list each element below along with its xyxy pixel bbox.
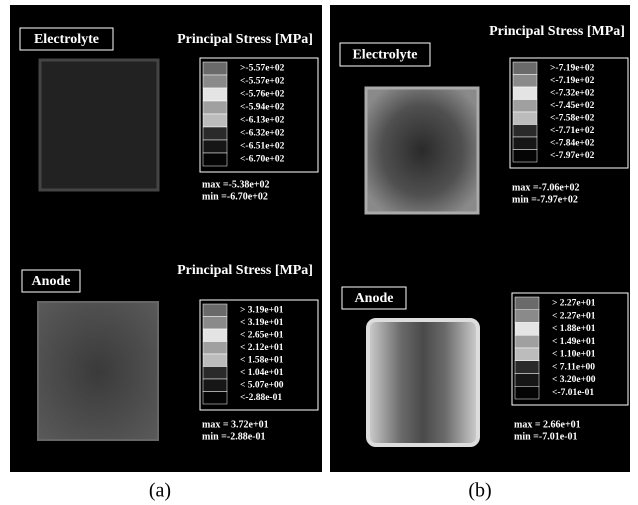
legend-swatch <box>515 361 539 374</box>
legend-swatch <box>203 101 227 114</box>
contour-plot <box>368 320 478 445</box>
legend-swatch <box>513 75 537 88</box>
legend-swatch <box>515 386 539 399</box>
legend-swatch <box>203 88 227 101</box>
plot-label: Anode <box>355 291 394 306</box>
legend-entry: < 5.07e+00 <box>240 380 284 390</box>
legend-swatch <box>203 367 227 380</box>
legend-swatch <box>513 112 537 125</box>
legend-swatch <box>515 323 539 336</box>
min-value: min =-2.88e-01 <box>202 431 265 442</box>
legend-swatch <box>203 114 227 127</box>
legend-entry: > 2.27e+01 <box>552 299 596 309</box>
plot-label: Electrolyte <box>352 48 417 63</box>
legend-swatch <box>515 374 539 387</box>
legend-entry: <-6.51e+02 <box>240 142 285 152</box>
legend-entry: < 3.19e+01 <box>240 318 284 328</box>
legend-entry: <-5.76e+02 <box>240 90 285 100</box>
min-value: min =-6.70e+02 <box>202 191 268 202</box>
legend-entry: < 7.11e+00 <box>552 362 595 372</box>
legend-swatch <box>515 335 539 348</box>
legend-entry: <-5.94e+02 <box>240 103 285 113</box>
legend-swatch <box>203 62 227 75</box>
figure: (a) Electrolyte Principal Stress [MPa] >-5.… <box>0 0 638 505</box>
legend-entry: <-7.84e+02 <box>550 138 595 148</box>
legend-swatch <box>203 127 227 140</box>
legend-entry: >-7.19e+02 <box>550 63 595 73</box>
legend-swatch <box>513 100 537 113</box>
min-value: min =-7.01e-01 <box>514 431 577 442</box>
plot-title: Principal Stress [MPa] <box>489 24 625 39</box>
caption: (b) <box>468 480 491 502</box>
legend-swatch <box>515 348 539 361</box>
legend-entry: <-7.32e+02 <box>550 88 595 98</box>
legend-entry: <-7.45e+02 <box>550 101 595 111</box>
legend-swatch <box>513 137 537 150</box>
legend-entry: >-5.57e+02 <box>240 64 285 74</box>
contour-plot <box>366 88 478 213</box>
legend-swatch <box>203 342 227 355</box>
legend-entry: < 1.04e+01 <box>240 368 284 378</box>
legend-swatch <box>513 125 537 138</box>
legend-entry: < 1.88e+01 <box>552 324 596 334</box>
min-value: min =-7.97e+02 <box>512 194 578 205</box>
legend-entry: <-7.71e+02 <box>550 126 595 136</box>
max-value: max = 2.66e+01 <box>514 419 581 430</box>
max-value: max =-5.38e+02 <box>202 179 270 190</box>
caption: (a) <box>149 480 171 502</box>
legend-entry: < 1.58e+01 <box>240 355 284 365</box>
legend-entry: < 2.27e+01 <box>552 311 596 321</box>
legend-entry: > 3.19e+01 <box>240 305 284 315</box>
legend-swatch <box>203 153 227 166</box>
plot-label: Electrolyte <box>34 32 99 47</box>
legend-swatch <box>203 304 227 317</box>
plot-title: Principal Stress [MPa] <box>177 263 313 278</box>
legend-swatch <box>513 87 537 100</box>
legend-swatch <box>203 379 227 392</box>
legend-entry: <-7.19e+02 <box>550 76 595 86</box>
legend-swatch <box>513 62 537 75</box>
legend-swatch <box>513 150 537 163</box>
legend-entry: < 3.20e+00 <box>552 375 596 385</box>
legend-swatch <box>203 75 227 88</box>
legend-swatch <box>203 354 227 367</box>
legend-swatch <box>515 297 539 310</box>
legend-entry: < 1.10e+01 <box>552 350 596 360</box>
plot-label: Anode <box>32 274 71 289</box>
legend-entry: < 2.65e+01 <box>240 330 284 340</box>
legend-entry: <-6.13e+02 <box>240 116 285 126</box>
legend-swatch <box>203 392 227 405</box>
legend-entry: <-5.57e+02 <box>240 77 285 87</box>
contour-plot <box>40 60 158 190</box>
legend-swatch <box>203 317 227 330</box>
legend-entry: <-7.97e+02 <box>550 151 595 161</box>
legend-entry: <-6.70e+02 <box>240 155 285 165</box>
legend-entry: <-6.32e+02 <box>240 129 285 139</box>
plot-title: Principal Stress [MPa] <box>177 32 313 47</box>
legend-entry: <-2.88e-01 <box>240 393 282 403</box>
legend-swatch <box>515 310 539 323</box>
legend-entry: < 1.49e+01 <box>552 337 596 347</box>
max-value: max = 3.72e+01 <box>202 419 269 430</box>
legend-entry: < 2.12e+01 <box>240 343 284 353</box>
contour-plot <box>38 302 158 440</box>
legend-entry: <-7.01e-01 <box>552 388 594 398</box>
legend-swatch <box>203 329 227 342</box>
legend-swatch <box>203 140 227 153</box>
max-value: max =-7.06e+02 <box>512 182 580 193</box>
legend-entry: <-7.58e+02 <box>550 113 595 123</box>
